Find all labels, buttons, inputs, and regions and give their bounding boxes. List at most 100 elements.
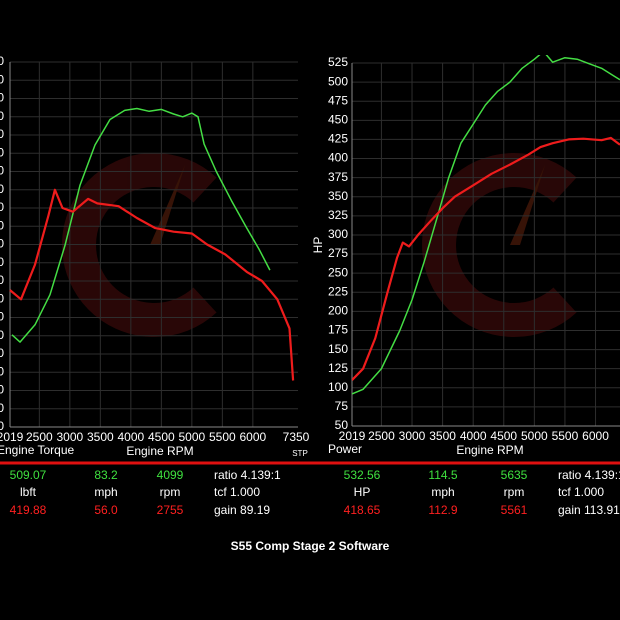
- x-tick-label: 5000: [179, 430, 206, 444]
- stat-text: rpm: [160, 485, 181, 499]
- y-tick-label: 475: [328, 93, 348, 107]
- y-tick-label: 340: [0, 255, 4, 269]
- y-tick-label: 225: [328, 284, 348, 298]
- y-tick-label: 460: [0, 145, 4, 159]
- y-tick-label: 280: [0, 310, 4, 324]
- stat-text: 5561: [501, 503, 528, 517]
- y-tick-label: 180: [0, 401, 4, 415]
- y-tick-label: 250: [328, 265, 348, 279]
- y-tick-label: 300: [0, 291, 4, 305]
- data-line: [11, 107, 271, 343]
- data-line: [352, 55, 620, 395]
- x-tick-label: 5500: [209, 430, 236, 444]
- y-axis-label: HP: [311, 237, 325, 254]
- y-tick-label: 380: [0, 218, 4, 232]
- stat-text: 2755: [157, 503, 184, 517]
- watermark-c: [422, 153, 577, 337]
- x-end-label: 7350: [283, 430, 310, 444]
- stat-text: 419.88: [10, 503, 47, 517]
- x-tick-label: 2500: [368, 429, 395, 443]
- y-tick-label: 500: [0, 109, 4, 123]
- stat-text: gain 113.91: [558, 503, 620, 517]
- y-tick-label: 275: [328, 246, 348, 260]
- x-tick-label: 4500: [490, 429, 517, 443]
- y-tick-label: 160: [0, 419, 4, 433]
- watermark-needle: [150, 165, 185, 245]
- x-tick-label: 3500: [87, 430, 114, 444]
- data-line: [9, 188, 295, 381]
- stat-text: 56.0: [94, 503, 118, 517]
- y-tick-label: 360: [0, 237, 4, 251]
- y-tick-label: 400: [0, 200, 4, 214]
- y-tick-label: 220: [0, 364, 4, 378]
- sheet-title: S55 Comp Stage 2 Software: [231, 539, 390, 553]
- plot: [9, 107, 295, 381]
- stat-text: 532.56: [344, 468, 381, 482]
- stat-text: lbft: [20, 485, 37, 499]
- stat-text: rpm: [504, 485, 525, 499]
- stat-text: 5635: [501, 468, 528, 482]
- y-tick-label: 75: [335, 399, 349, 413]
- y-tick-label: 325: [328, 208, 348, 222]
- stat-text: 509.07: [10, 468, 47, 482]
- x-tick-label: 6000: [582, 429, 609, 443]
- x-tick-label: 3000: [399, 429, 426, 443]
- y-tick-label: 100: [328, 380, 348, 394]
- y-tick-label: 440: [0, 164, 4, 178]
- y-tick-label: 125: [328, 361, 348, 375]
- stat-text: 83.2: [94, 468, 118, 482]
- y-tick-label: 500: [328, 74, 348, 88]
- x-tick-label: 4000: [460, 429, 487, 443]
- x-axis-label: Engine RPM: [126, 444, 193, 458]
- stat-text: gain 89.19: [214, 503, 270, 517]
- x-tick-label: 4000: [117, 430, 144, 444]
- plot: [352, 55, 620, 395]
- y-tick-label: 525: [328, 55, 348, 69]
- y-tick-label: 450: [328, 112, 348, 126]
- y-tick-label: 150: [328, 342, 348, 356]
- x-tick-label: 2019: [339, 429, 366, 443]
- y-tick-label: 320: [0, 273, 4, 287]
- y-tick-label: 350: [328, 189, 348, 203]
- stat-text: mph: [431, 485, 454, 499]
- y-tick-label: 200: [0, 383, 4, 397]
- stat-text: 112.9: [428, 503, 457, 517]
- x-tick-label: 5500: [552, 429, 579, 443]
- y-tick-label: 260: [0, 328, 4, 342]
- stat-text: ratio 4.139:1: [214, 468, 281, 482]
- y-tick-label: 540: [0, 72, 4, 86]
- x-end-sub: STP: [292, 449, 308, 458]
- y-tick-label: 50: [335, 418, 349, 432]
- y-tick-label: 425: [328, 132, 348, 146]
- x-tick-label: 5000: [521, 429, 548, 443]
- x-tick-label: 3000: [56, 430, 83, 444]
- x-tick-label: 2019: [0, 430, 24, 444]
- stat-text: tcf 1.000: [558, 485, 604, 499]
- data-line: [352, 136, 620, 381]
- stat-text: HP: [354, 485, 371, 499]
- y-tick-label: 300: [328, 227, 348, 241]
- watermark-needle: [510, 165, 545, 245]
- x-tick-label: 4500: [148, 430, 175, 444]
- x-tick-label: 2500: [26, 430, 53, 444]
- y-tick-label: 560: [0, 54, 4, 68]
- y-tick-label: 175: [328, 323, 348, 337]
- x-axis-label: Engine RPM: [456, 443, 523, 457]
- stat-text: 114.5: [428, 468, 457, 482]
- stat-text: mph: [94, 485, 117, 499]
- x-tick-label: 3500: [429, 429, 456, 443]
- x-tick-label: 6000: [240, 430, 267, 444]
- stat-text: 418.65: [344, 503, 381, 517]
- y-tick-label: 400: [328, 151, 348, 165]
- quantity-label: Power: [328, 442, 362, 456]
- y-tick-label: 200: [328, 304, 348, 318]
- y-tick-label: 240: [0, 346, 4, 360]
- y-tick-label: 375: [328, 170, 348, 184]
- stat-text: tcf 1.000: [214, 485, 260, 499]
- quantity-label: Engine Torque: [0, 443, 75, 457]
- y-tick-label: 520: [0, 91, 4, 105]
- stat-text: 4099: [157, 468, 184, 482]
- y-tick-label: 480: [0, 127, 4, 141]
